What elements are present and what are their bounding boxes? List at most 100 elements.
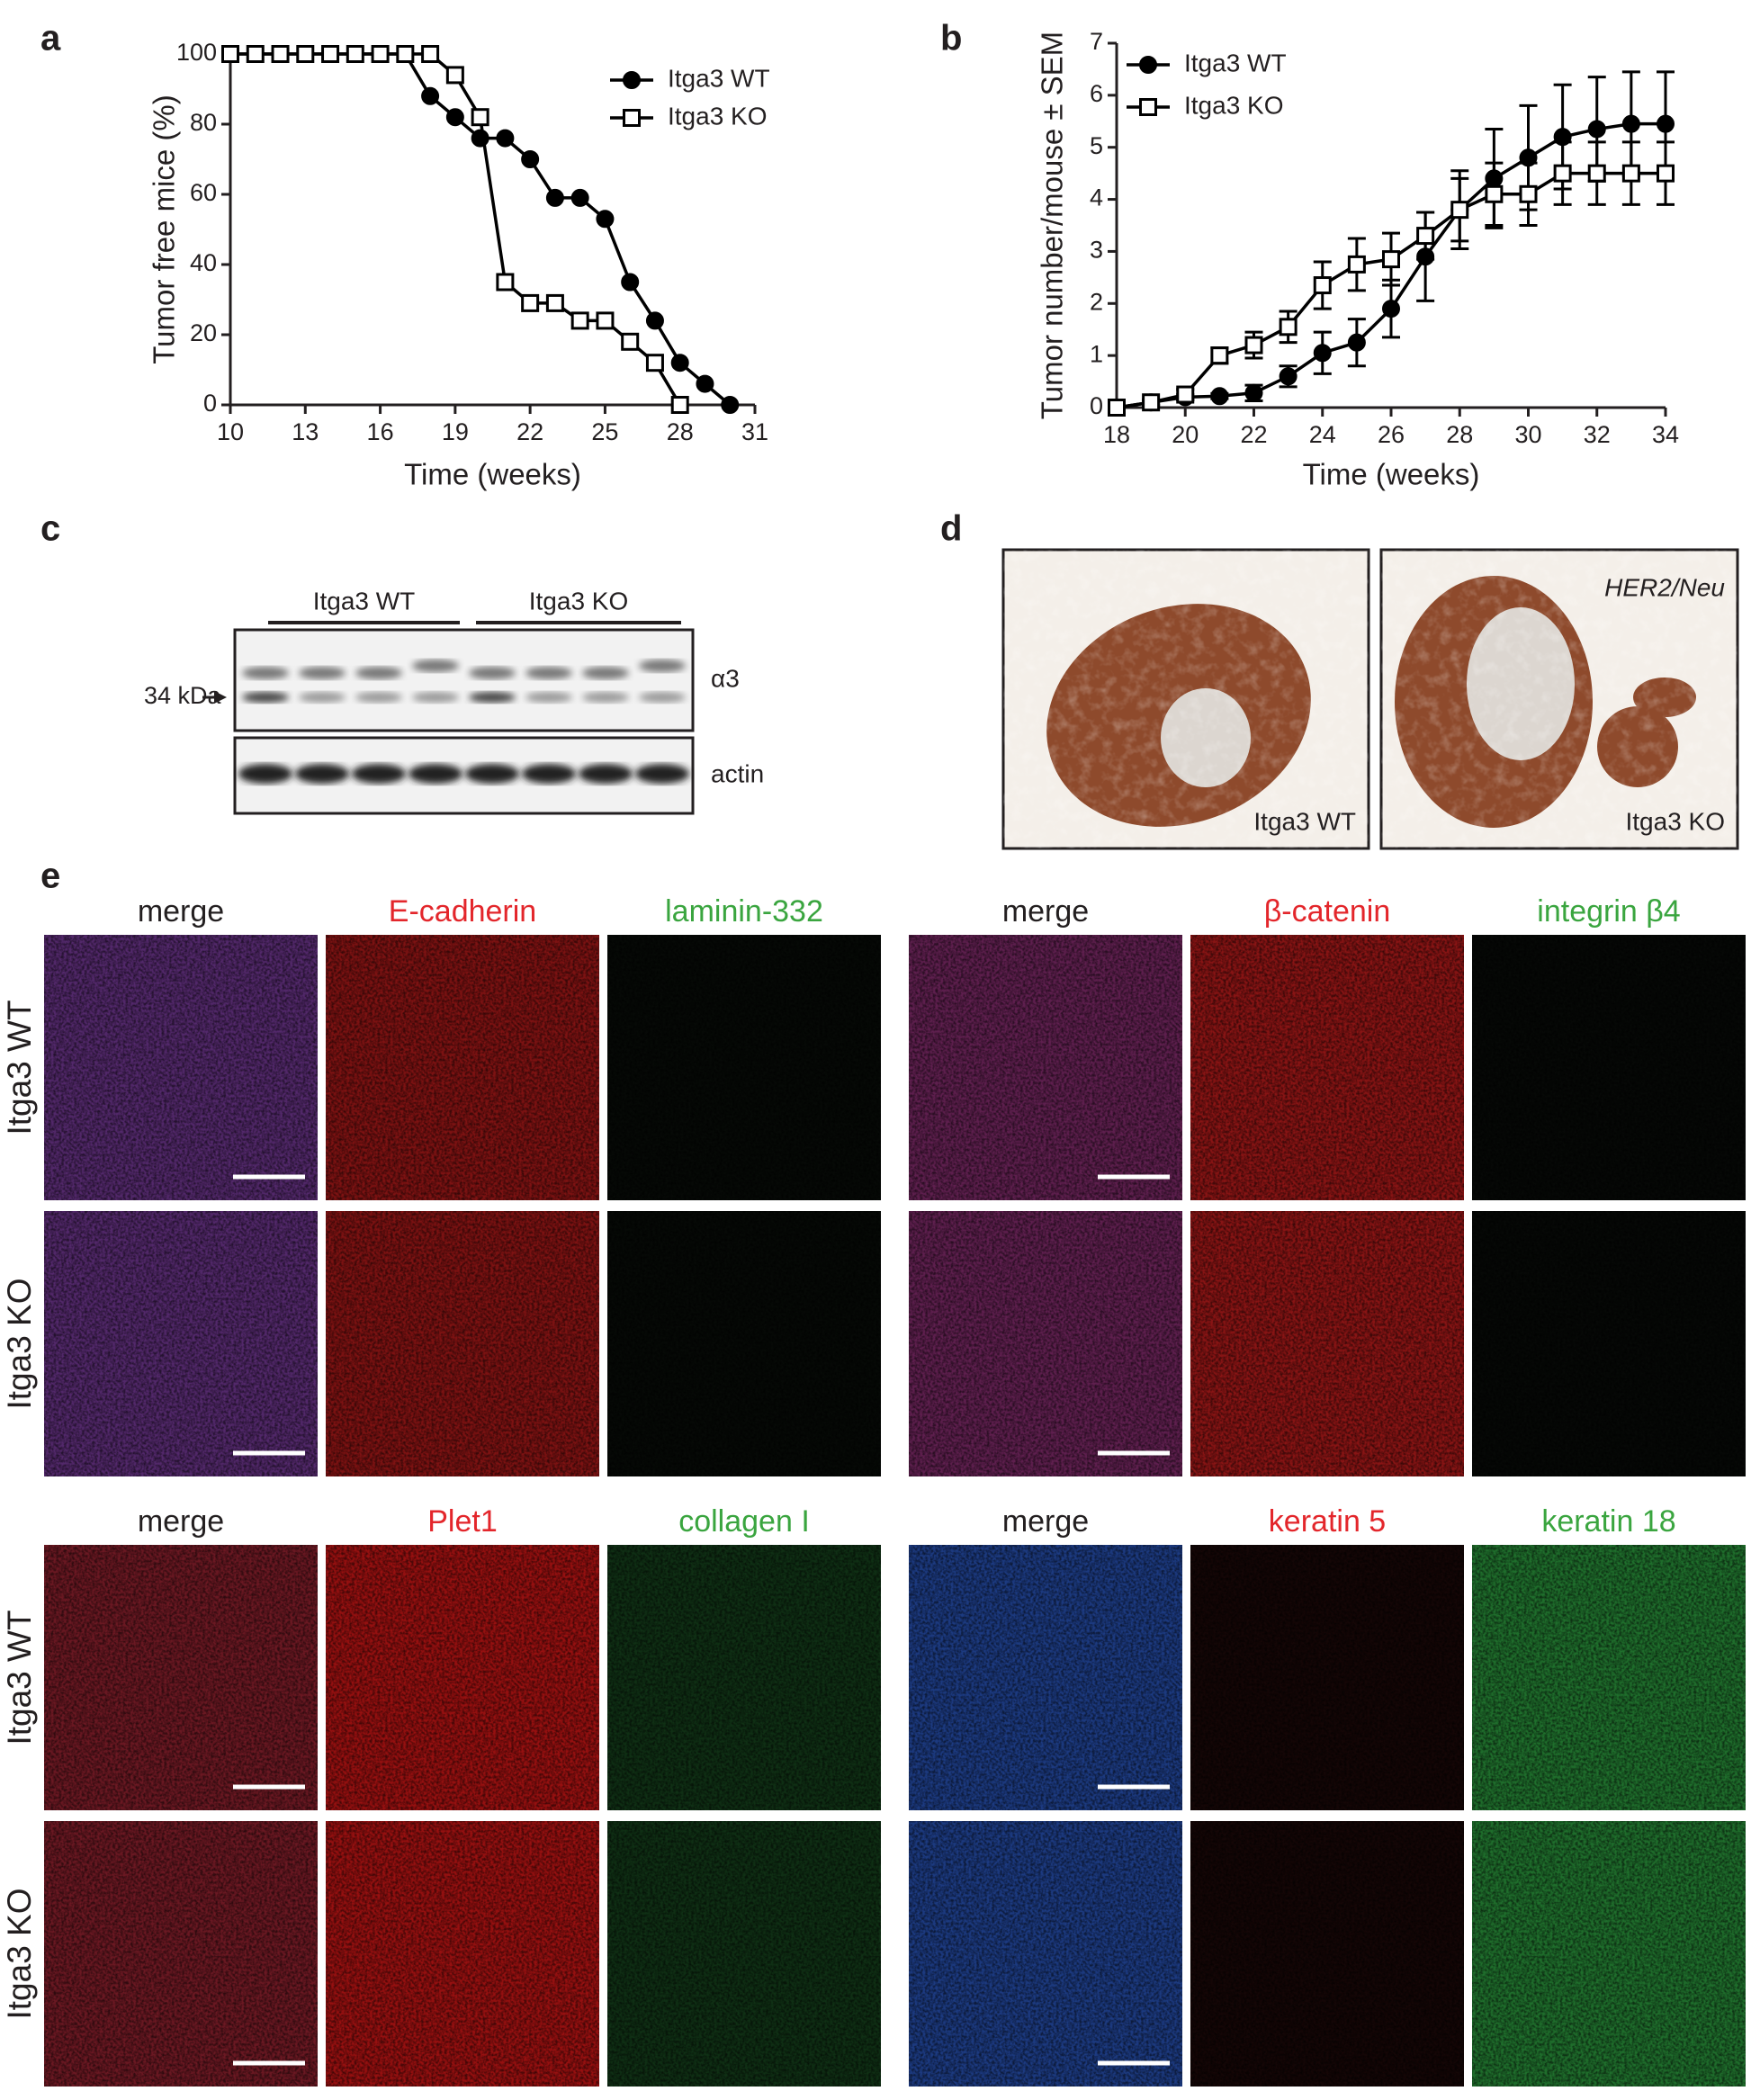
column-header: collagen I bbox=[678, 1504, 810, 1539]
x-tick-label: 10 bbox=[217, 418, 244, 445]
texture bbox=[607, 1545, 881, 1810]
row-label: Itga3 WT bbox=[1, 1000, 38, 1135]
data-point bbox=[1621, 164, 1640, 183]
image-label: Itga3 KO bbox=[1625, 807, 1725, 835]
band bbox=[639, 660, 686, 672]
band bbox=[299, 692, 346, 703]
texture bbox=[1381, 550, 1738, 848]
texture bbox=[909, 1545, 1182, 1810]
band bbox=[412, 692, 459, 703]
column-header: laminin-332 bbox=[665, 894, 823, 929]
texture bbox=[1472, 935, 1746, 1200]
y-tick-label: 3 bbox=[1090, 237, 1103, 264]
texture bbox=[607, 935, 881, 1200]
data-point bbox=[521, 293, 540, 312]
data-point bbox=[1244, 336, 1263, 354]
y-tick-label: 5 bbox=[1090, 132, 1103, 159]
data-point bbox=[1313, 344, 1332, 363]
x-tick-label: 19 bbox=[442, 418, 469, 445]
data-point bbox=[471, 108, 489, 127]
texture bbox=[326, 935, 599, 1200]
band bbox=[639, 692, 686, 703]
legend-marker bbox=[1139, 98, 1157, 116]
data-point bbox=[645, 311, 664, 330]
data-point bbox=[1553, 128, 1572, 147]
data-point bbox=[396, 45, 415, 63]
texture bbox=[607, 1211, 881, 1476]
x-tick-label: 13 bbox=[292, 418, 319, 445]
data-point bbox=[371, 45, 390, 63]
panel-label: a bbox=[40, 19, 61, 58]
texture bbox=[909, 1211, 1182, 1476]
panel-label: e bbox=[40, 857, 60, 896]
y-tick-label: 40 bbox=[190, 249, 217, 276]
column-header: keratin 5 bbox=[1269, 1504, 1386, 1539]
data-point bbox=[1450, 201, 1469, 220]
band bbox=[352, 764, 406, 784]
y-tick-label: 6 bbox=[1090, 80, 1103, 107]
texture bbox=[909, 1821, 1182, 2087]
texture bbox=[326, 1821, 599, 2087]
data-point bbox=[346, 45, 364, 63]
band bbox=[582, 692, 629, 703]
x-tick-label: 24 bbox=[1309, 421, 1336, 448]
data-point bbox=[570, 188, 589, 207]
data-point bbox=[246, 45, 265, 63]
group-label: Itga3 KO bbox=[529, 587, 629, 615]
texture bbox=[44, 1821, 318, 2087]
y-tick-label: 4 bbox=[1090, 184, 1103, 211]
data-point bbox=[1553, 164, 1572, 183]
band bbox=[635, 764, 689, 784]
band bbox=[295, 764, 349, 784]
data-point bbox=[621, 332, 640, 351]
column-header: merge bbox=[1002, 1504, 1089, 1539]
texture bbox=[909, 935, 1182, 1200]
data-point bbox=[596, 311, 615, 330]
x-axis-label: Time (weeks) bbox=[404, 458, 581, 491]
x-tick-label: 22 bbox=[516, 418, 543, 445]
data-point bbox=[521, 150, 540, 168]
data-point bbox=[496, 273, 515, 292]
data-point bbox=[670, 354, 689, 372]
data-point bbox=[1416, 247, 1435, 266]
texture bbox=[1472, 1211, 1746, 1476]
y-tick-label: 1 bbox=[1090, 340, 1103, 367]
band bbox=[409, 764, 462, 784]
band bbox=[299, 667, 346, 679]
column-header: integrin β4 bbox=[1537, 894, 1680, 929]
data-point bbox=[1519, 184, 1538, 203]
x-tick-label: 32 bbox=[1584, 421, 1611, 448]
data-point bbox=[1382, 300, 1400, 319]
group-label: Itga3 WT bbox=[313, 587, 416, 615]
y-tick-label: 20 bbox=[190, 319, 217, 346]
band bbox=[525, 692, 572, 703]
data-point bbox=[1587, 120, 1606, 139]
texture bbox=[44, 1545, 318, 1810]
data-point bbox=[321, 45, 340, 63]
data-point bbox=[296, 45, 315, 63]
y-tick-label: 60 bbox=[190, 179, 217, 206]
column-header: merge bbox=[138, 1504, 224, 1539]
texture bbox=[1190, 935, 1464, 1200]
data-point bbox=[471, 129, 489, 148]
legend-label: Itga3 KO bbox=[1184, 91, 1284, 119]
data-point bbox=[596, 210, 615, 229]
data-point bbox=[445, 108, 464, 127]
legend-marker bbox=[1139, 56, 1157, 74]
y-axis-label: Tumor free mice (%) bbox=[148, 94, 181, 363]
data-point bbox=[1485, 169, 1504, 188]
legend-label: Itga3 WT bbox=[668, 64, 770, 92]
column-header: Plet1 bbox=[427, 1504, 498, 1539]
data-point bbox=[1485, 184, 1504, 203]
legend-label: Itga3 WT bbox=[1184, 49, 1287, 76]
column-header: merge bbox=[1002, 894, 1089, 929]
column-header: E-cadherin bbox=[389, 894, 536, 929]
data-point bbox=[1621, 114, 1640, 133]
gene-label: HER2/Neu bbox=[1604, 573, 1725, 601]
texture bbox=[44, 1211, 318, 1476]
band bbox=[525, 667, 572, 679]
data-point bbox=[1108, 399, 1126, 417]
data-point bbox=[1382, 250, 1400, 269]
texture bbox=[326, 1545, 599, 1810]
